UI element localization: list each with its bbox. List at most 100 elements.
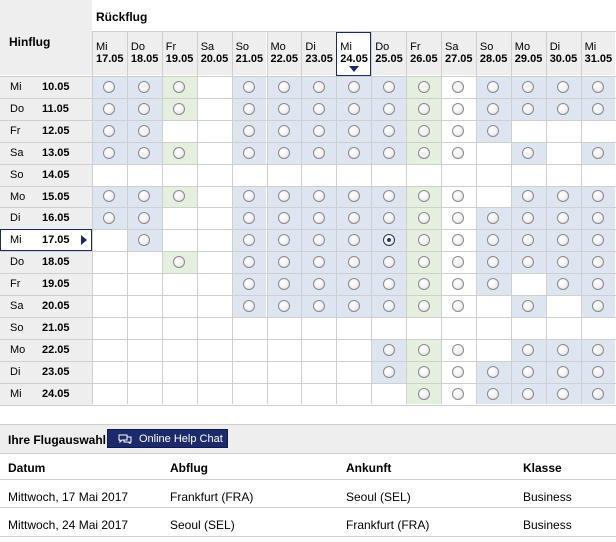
- fare-cell[interactable]: [231, 273, 267, 295]
- fare-cell[interactable]: [406, 360, 441, 383]
- fare-radio[interactable]: [347, 212, 360, 225]
- fare-radio[interactable]: [557, 365, 570, 378]
- fare-radio[interactable]: [452, 365, 465, 378]
- fare-radio[interactable]: [522, 80, 535, 93]
- fare-radio[interactable]: [382, 256, 395, 269]
- fare-cell[interactable]: [336, 251, 372, 274]
- fare-radio[interactable]: [452, 102, 465, 115]
- fare-cell[interactable]: [510, 229, 546, 252]
- fare-cell[interactable]: [441, 295, 476, 317]
- return-date-header[interactable]: Fr 26.05: [406, 32, 441, 75]
- fare-cell[interactable]: [406, 76, 441, 98]
- fare-cell[interactable]: [441, 338, 476, 361]
- fare-cell[interactable]: [231, 229, 267, 252]
- fare-radio[interactable]: [103, 80, 116, 93]
- fare-radio[interactable]: [347, 256, 360, 269]
- fare-radio[interactable]: [243, 299, 256, 312]
- fare-radio[interactable]: [312, 278, 325, 291]
- fare-cell[interactable]: [406, 185, 441, 208]
- fare-radio[interactable]: [347, 102, 360, 115]
- fare-radio[interactable]: [173, 190, 186, 203]
- fare-radio[interactable]: [592, 190, 605, 203]
- fare-radio[interactable]: [487, 278, 500, 291]
- fare-radio[interactable]: [312, 234, 325, 247]
- fare-radio[interactable]: [347, 124, 360, 137]
- fare-radio[interactable]: [138, 124, 151, 137]
- fare-cell[interactable]: [510, 382, 546, 405]
- fare-radio[interactable]: [522, 234, 535, 247]
- fare-cell[interactable]: [126, 185, 162, 208]
- fare-cell[interactable]: [231, 119, 267, 142]
- outbound-date-header[interactable]: Di 16.05: [0, 207, 92, 230]
- fare-radio[interactable]: [173, 102, 186, 115]
- fare-radio[interactable]: [347, 190, 360, 203]
- return-date-header[interactable]: So 21.05: [231, 32, 267, 75]
- fare-cell[interactable]: [371, 338, 407, 361]
- fare-cell[interactable]: [301, 185, 337, 208]
- fare-cell[interactable]: [371, 207, 407, 230]
- fare-radio[interactable]: [452, 234, 465, 247]
- fare-cell[interactable]: [231, 141, 267, 164]
- fare-radio[interactable]: [557, 80, 570, 93]
- fare-radio[interactable]: [103, 190, 116, 203]
- return-date-header[interactable]: Mo 22.05: [266, 32, 302, 75]
- fare-radio[interactable]: [522, 299, 535, 312]
- fare-cell[interactable]: [406, 229, 441, 252]
- fare-radio[interactable]: [487, 387, 500, 400]
- fare-radio[interactable]: [103, 212, 116, 225]
- fare-cell[interactable]: [580, 295, 616, 317]
- fare-cell[interactable]: [406, 207, 441, 230]
- fare-radio[interactable]: [452, 146, 465, 159]
- fare-cell[interactable]: [231, 185, 267, 208]
- fare-radio[interactable]: [557, 278, 570, 291]
- fare-cell[interactable]: [336, 76, 372, 98]
- fare-cell[interactable]: [545, 97, 581, 120]
- return-date-header[interactable]: Sa 20.05: [196, 32, 232, 75]
- fare-cell[interactable]: [231, 207, 267, 230]
- fare-radio[interactable]: [522, 190, 535, 203]
- fare-radio[interactable]: [243, 256, 256, 269]
- outbound-date-header[interactable]: Sa 13.05: [0, 141, 92, 164]
- fare-radio[interactable]: [452, 80, 465, 93]
- fare-radio[interactable]: [592, 278, 605, 291]
- fare-radio[interactable]: [417, 234, 430, 247]
- fare-radio[interactable]: [452, 212, 465, 225]
- fare-radio[interactable]: [243, 234, 256, 247]
- outbound-date-header[interactable]: Mi 17.05: [0, 229, 92, 252]
- fare-cell[interactable]: [161, 251, 197, 274]
- return-date-header[interactable]: Fr 19.05: [161, 32, 197, 75]
- fare-radio[interactable]: [138, 212, 151, 225]
- fare-cell[interactable]: [545, 360, 581, 383]
- fare-radio[interactable]: [557, 190, 570, 203]
- fare-radio[interactable]: [243, 80, 256, 93]
- fare-cell[interactable]: [441, 141, 476, 164]
- fare-radio[interactable]: [103, 146, 116, 159]
- fare-cell[interactable]: [92, 207, 127, 230]
- fare-cell[interactable]: [441, 360, 476, 383]
- fare-cell[interactable]: [545, 76, 581, 98]
- fare-radio[interactable]: [592, 212, 605, 225]
- fare-radio[interactable]: [417, 343, 430, 356]
- fare-cell[interactable]: [126, 229, 162, 252]
- return-date-header[interactable]: So 28.05: [475, 32, 511, 75]
- fare-radio[interactable]: [592, 343, 605, 356]
- fare-cell[interactable]: [161, 76, 197, 98]
- fare-radio[interactable]: [522, 343, 535, 356]
- outbound-date-header[interactable]: So 14.05: [0, 163, 92, 186]
- selected-fare-radio[interactable]: [382, 234, 395, 247]
- fare-cell[interactable]: [126, 141, 162, 164]
- fare-radio[interactable]: [452, 299, 465, 312]
- fare-radio[interactable]: [347, 146, 360, 159]
- fare-radio[interactable]: [417, 365, 430, 378]
- fare-radio[interactable]: [592, 102, 605, 115]
- fare-radio[interactable]: [417, 212, 430, 225]
- fare-radio[interactable]: [487, 124, 500, 137]
- fare-cell[interactable]: [441, 185, 476, 208]
- fare-cell[interactable]: [301, 119, 337, 142]
- fare-radio[interactable]: [487, 256, 500, 269]
- fare-cell[interactable]: [161, 97, 197, 120]
- return-date-header[interactable]: Di 30.05: [545, 32, 581, 75]
- fare-cell[interactable]: [371, 119, 407, 142]
- fare-cell[interactable]: [301, 273, 337, 295]
- fare-radio[interactable]: [243, 146, 256, 159]
